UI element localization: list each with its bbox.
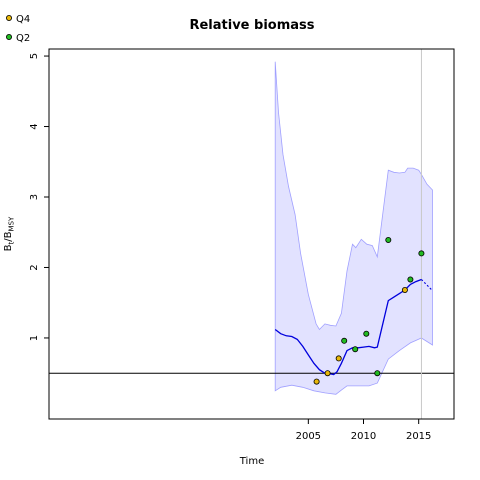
y-axis-label: Bt/BMSY bbox=[3, 216, 16, 251]
legend-marker-q2 bbox=[6, 34, 12, 41]
observation-point-q2 bbox=[352, 346, 359, 353]
observation-point-q4 bbox=[335, 355, 342, 362]
x-tick-label: 2010 bbox=[351, 431, 376, 442]
y-tick-label: 2 bbox=[29, 264, 40, 270]
y-tick-label: 4 bbox=[29, 123, 40, 129]
y-tick-label: 5 bbox=[29, 53, 40, 59]
y-tick-label: 3 bbox=[29, 194, 40, 200]
biomass-estimate-line bbox=[274, 278, 422, 376]
legend: Q4 Q2 bbox=[6, 14, 30, 44]
observation-point-q4 bbox=[313, 378, 320, 385]
observation-point-q2 bbox=[385, 236, 392, 243]
observation-points bbox=[313, 236, 425, 385]
observation-point-q2 bbox=[407, 276, 414, 283]
observation-point-q4 bbox=[401, 286, 408, 293]
observation-point-q4 bbox=[324, 370, 331, 377]
observation-point-q2 bbox=[418, 250, 425, 257]
y-axis: 1 2 3 4 5 bbox=[29, 53, 49, 341]
legend-marker-q4 bbox=[6, 14, 12, 21]
legend-label-q4: Q4 bbox=[16, 14, 30, 25]
observation-point-q2 bbox=[341, 337, 348, 344]
y-tick-label: 1 bbox=[29, 335, 40, 341]
x-tick-label: 2005 bbox=[296, 431, 321, 442]
biomass-forecast-line bbox=[421, 279, 433, 292]
x-tick-label: 2015 bbox=[406, 431, 431, 442]
x-axis-label: Time bbox=[239, 456, 264, 467]
plot-frame bbox=[48, 48, 455, 420]
legend-label-q2: Q2 bbox=[16, 33, 30, 44]
observation-point-q2 bbox=[374, 370, 381, 377]
confidence-band bbox=[274, 61, 433, 395]
chart-title: Relative biomass bbox=[189, 18, 314, 33]
plot-area bbox=[48, 48, 455, 420]
x-axis: 2005 2010 2015 bbox=[296, 419, 431, 442]
observation-point-q2 bbox=[363, 330, 370, 337]
